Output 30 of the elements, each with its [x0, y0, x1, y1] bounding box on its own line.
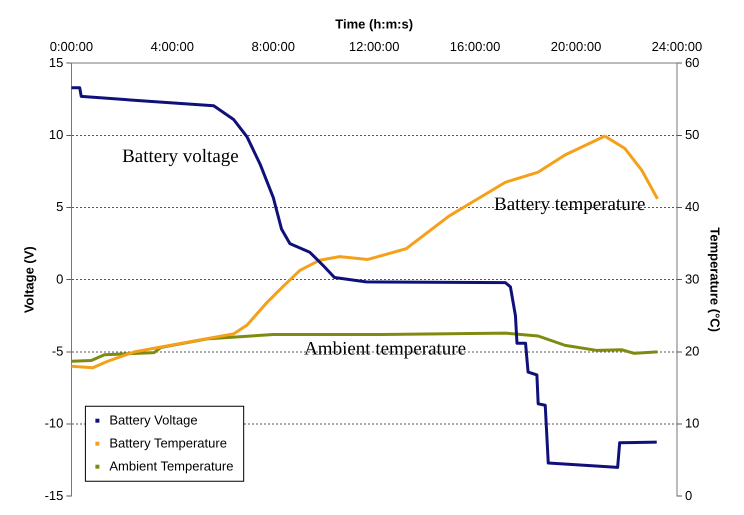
y-tick-label: -5	[52, 343, 64, 358]
y2-tick-label: 50	[684, 126, 700, 142]
y2-tick-label: 0	[684, 488, 692, 503]
annotation: Ambient temperature	[304, 338, 466, 360]
y-tick-label: 0	[56, 271, 64, 286]
y2-axis-title: Temperature (°C)	[708, 227, 723, 332]
y2-tick-label: 30	[684, 271, 700, 286]
x-axis-title: Time (h:m:s)	[335, 16, 414, 32]
x-tick-label: 24:00:00	[652, 38, 702, 54]
y2-tick-label: 60	[684, 54, 700, 70]
annotation: Battery voltage	[122, 146, 239, 168]
x-tick-label: 0:00:00	[50, 38, 94, 54]
legend-label: Battery Temperature	[109, 435, 227, 450]
x-tick-label: 12:00:00	[348, 38, 400, 54]
y-tick-label: 5	[56, 199, 64, 214]
y-tick-label: 10	[48, 126, 64, 142]
legend-label: Ambient Temperature	[109, 458, 234, 474]
x-tick-label: 16:00:00	[450, 38, 500, 54]
y-axis-title: Voltage (V)	[21, 246, 36, 314]
y2-tick-label: 40	[684, 199, 700, 214]
y-tick-label: 15	[48, 54, 64, 70]
x-tick-label: 8:00:00	[252, 38, 295, 54]
y-tick-label: -10	[44, 416, 64, 431]
y2-tick-label: 10	[684, 416, 700, 431]
x-tick-label: 4:00:00	[150, 38, 194, 54]
x-tick-label: 20:00:00	[550, 38, 602, 54]
y-tick-label: -15	[44, 488, 64, 503]
y2-tick-label: 20	[684, 343, 700, 358]
legend-label: Battery Voltage	[109, 412, 198, 428]
annotation: Battery temperature	[494, 194, 646, 215]
